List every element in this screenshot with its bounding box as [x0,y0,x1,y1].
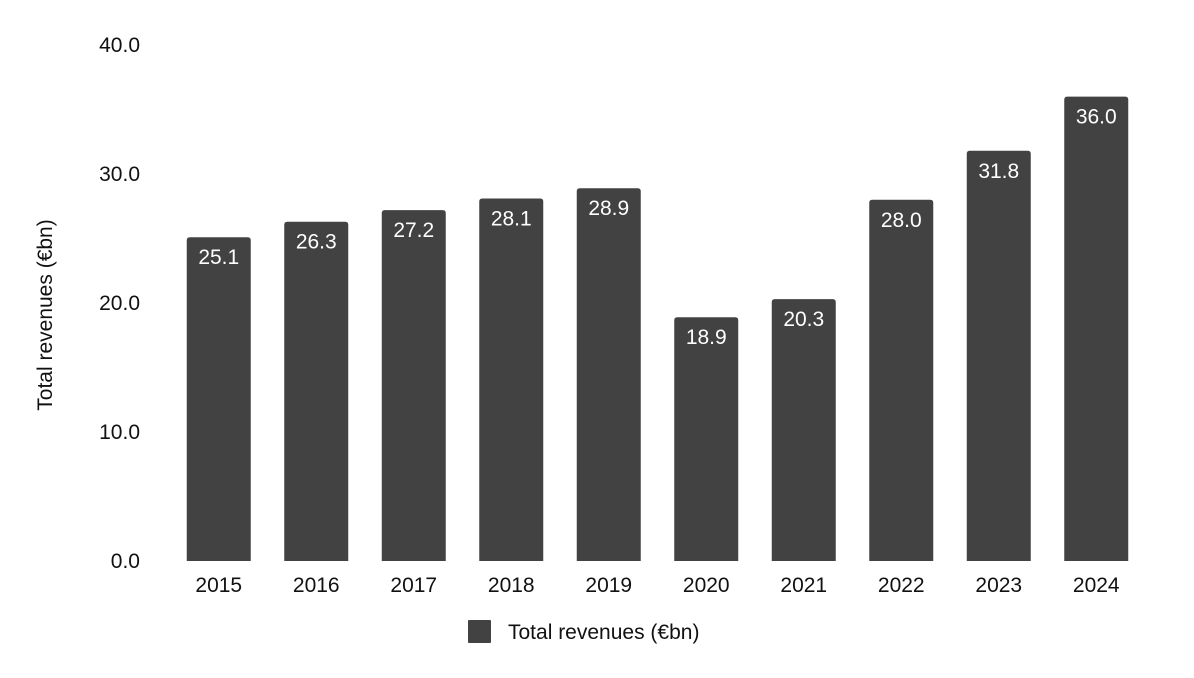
x-axis: 2015 2016 2017 2018 2019 2020 2021 2022 2023 2024 [195,574,1120,597]
x-tick-label: 2020 [683,574,730,597]
bar [869,199,934,562]
bar-value-label: 18.9 [686,326,727,349]
legend: Total revenues (€bn) [468,620,699,644]
x-tick-label: 2018 [488,574,535,597]
bar [576,188,641,561]
bar [186,237,251,561]
bar-value-label: 28.9 [588,197,629,220]
y-tick-label: 20.0 [99,292,140,315]
bar [966,150,1031,561]
x-tick-label: 2017 [390,574,437,597]
x-tick-label: 2024 [1073,574,1120,597]
bar [381,210,446,561]
bar-value-label: 26.3 [296,231,337,254]
bar-value-label: 28.0 [881,209,922,232]
bar [479,198,544,561]
y-tick-label: 10.0 [99,421,140,444]
x-tick-label: 2022 [878,574,925,597]
y-tick-label: 30.0 [99,163,140,186]
x-tick-label: 2019 [585,574,632,597]
x-tick-label: 2016 [293,574,340,597]
bar-value-label: 20.3 [783,308,824,331]
legend-label: Total revenues (€bn) [508,621,699,644]
bar [284,221,349,562]
bar [674,317,739,561]
y-tick-label: 40.0 [99,34,140,57]
y-axis: 0.0 10.0 20.0 30.0 40.0 [99,34,140,573]
x-tick-label: 2023 [975,574,1022,597]
bar-value-label: 31.8 [978,160,1019,183]
bar-value-label: 27.2 [393,219,434,242]
legend-swatch [468,620,491,643]
bar [771,299,836,561]
bar-value-label: 25.1 [198,246,239,269]
y-tick-label: 0.0 [111,550,140,573]
y-axis-title: Total revenues (€bn) [34,219,57,410]
bars: 25.1 26.3 27.2 28.1 28.9 18.9 20.3 28.0 31.8 36.0 [186,96,1129,562]
bar-value-label: 28.1 [491,208,532,231]
bar-value-label: 36.0 [1076,106,1117,129]
bar [1064,96,1129,561]
x-tick-label: 2021 [780,574,827,597]
x-tick-label: 2015 [195,574,242,597]
